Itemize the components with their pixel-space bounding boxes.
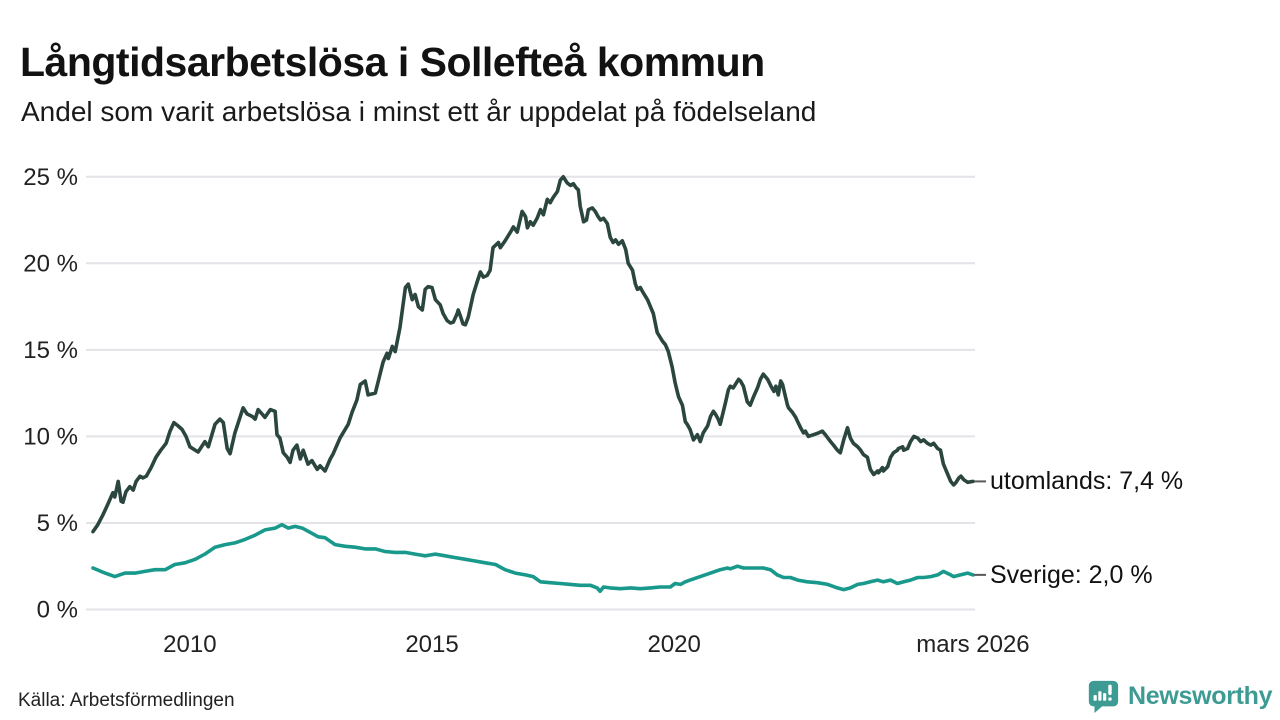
page-title: Långtidsarbetslösa i Sollefteå kommun [20,39,765,86]
x-axis-tick-label: 2020 [647,631,700,658]
newsworthy-logo: Newsworthy [1086,678,1273,714]
page-subtitle: Andel som varit arbetslösa i minst ett å… [21,96,817,127]
x-axis-tick-label: mars 2026 [916,631,1029,658]
y-axis-tick-label: 5 % [37,510,78,537]
y-axis-tick-label: 20 % [23,250,78,277]
x-axis-tick-label: 2010 [163,631,216,658]
y-axis-tick-label: 15 % [23,337,78,364]
newsworthy-bubble-chart-icon [1086,678,1120,714]
series-line-utomlands [91,175,975,534]
series-end-label-utomlands: utomlands: 7,4 % [990,467,1184,496]
series-end-label-sverige: Sverige: 2,0 % [990,560,1153,589]
y-axis-tick-label: 25 % [23,164,78,191]
series-line-sverige [91,522,975,594]
y-axis-tick-label: 10 % [23,423,78,450]
x-axis-tick-label: 2015 [405,631,458,658]
source-note: Källa: Arbetsförmedlingen [18,690,235,711]
newsworthy-wordmark: Newsworthy [1128,681,1273,710]
y-axis-tick-label: 0 % [37,597,78,624]
